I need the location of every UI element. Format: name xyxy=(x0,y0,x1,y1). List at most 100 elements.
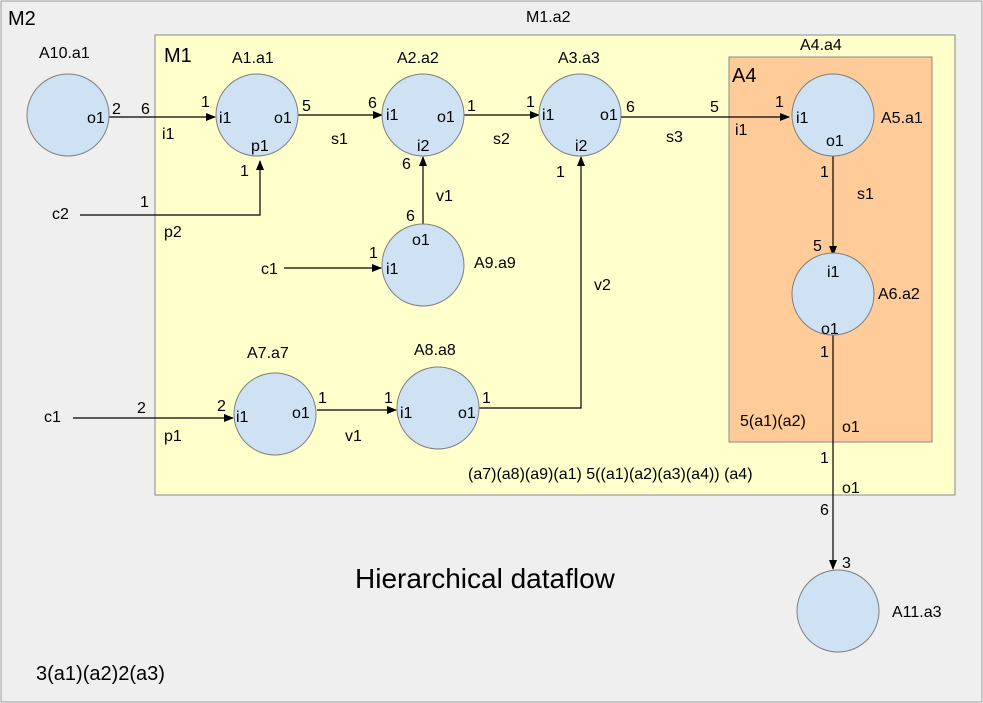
node-a6[interactable]: A6.a2 i1 o1 xyxy=(791,252,920,338)
edge-dst-rate: 5 xyxy=(710,99,719,116)
edge-src-rate: 2 xyxy=(137,400,146,417)
edge-port-label: o1 xyxy=(842,419,860,436)
port-o1: o1 xyxy=(826,133,844,150)
edge-src-label: c1 xyxy=(261,261,278,278)
a4-label: A4 xyxy=(732,65,756,87)
node-label: A5.a1 xyxy=(881,110,923,127)
m1-title: M1.a2 xyxy=(526,9,571,26)
node-label: A8.a8 xyxy=(414,342,456,359)
edge-a9-a2: 6 6 v1 xyxy=(402,156,453,225)
port-o1: o1 xyxy=(87,110,105,127)
edge-label: p1 xyxy=(164,428,182,445)
port-i2: i2 xyxy=(575,138,588,155)
node-label: A10.a1 xyxy=(39,45,90,62)
node-label: A2.a2 xyxy=(397,50,439,67)
node-label: A3.a3 xyxy=(558,50,600,67)
m1-label: M1 xyxy=(164,45,192,67)
edge-dst-rate: 6 xyxy=(402,156,411,173)
edge-dst-mult: 1 xyxy=(201,94,210,111)
edge-boundary-rate: 1 xyxy=(820,450,829,467)
edge-a1-a2: 5 6 s1 xyxy=(298,95,383,148)
edge-dst-mult: 1 xyxy=(775,94,784,111)
node-label: A6.a2 xyxy=(878,286,920,303)
edge-port-label-outer: o1 xyxy=(842,480,860,497)
edge-dst-rate: 1 xyxy=(369,245,378,262)
port-i1: i1 xyxy=(400,405,413,422)
edge-a8-a3: 1 1 v2 xyxy=(479,156,611,409)
port-o1: o1 xyxy=(458,405,476,422)
port-o1: o1 xyxy=(274,110,292,127)
edge-dst-rate: 1 xyxy=(384,390,393,407)
edge-src-rate: 1 xyxy=(820,344,829,361)
edge-port-label: i1 xyxy=(735,122,748,139)
edge-dst-mult: 3 xyxy=(842,555,851,572)
edge-dst-rate: 5 xyxy=(813,238,822,255)
node-label: A11.a3 xyxy=(892,604,942,621)
edge-a7-a8: 1 1 v1 xyxy=(317,390,397,445)
edge-label: i1 xyxy=(162,126,175,143)
m1-schedule: (a7)(a8)(a9)(a1) 5((a1)(a2)(a3)(a4)) (a4… xyxy=(468,466,753,483)
edge-label: v1 xyxy=(345,428,362,445)
port-i1: i1 xyxy=(219,110,232,127)
node-a5[interactable]: A5.a1 i1 o1 xyxy=(791,73,923,157)
edge-label: s1 xyxy=(331,131,348,148)
edge-a3-a5: 6 5 1 s3 i1 xyxy=(620,94,790,146)
node-a10[interactable]: A10.a1 o1 xyxy=(26,45,110,157)
edge-dst-rate: 1 xyxy=(240,163,249,180)
node-a8[interactable]: A8.a8 i1 o1 xyxy=(396,342,480,450)
port-p1: p1 xyxy=(251,138,269,155)
port-i1: i1 xyxy=(827,264,840,281)
node-a2[interactable]: A2.a2 i1 o1 i2 xyxy=(381,50,465,157)
edge-src-rate: 6 xyxy=(406,208,415,225)
edge-label: s1 xyxy=(857,186,874,203)
edge-dst-rate: 6 xyxy=(141,101,150,118)
edge-src-label: c1 xyxy=(44,409,61,426)
edge-c2-a1: c2 1 1 p2 xyxy=(52,160,264,241)
edge-dst-rate: 1 xyxy=(556,164,565,181)
a4-title: A4.a4 xyxy=(800,37,842,54)
node-a9[interactable]: A9.a9 o1 i1 xyxy=(381,223,516,307)
edge-dst-rate: 1 xyxy=(526,94,535,111)
port-i2: i2 xyxy=(417,138,430,155)
m2-schedule: 3(a1)(a2)2(a3) xyxy=(36,663,165,685)
edge-dst-rate: 2 xyxy=(217,398,226,415)
port-i1: i1 xyxy=(236,409,249,426)
edge-a10-a1: 2 6 1 i1 xyxy=(109,94,216,143)
node-a7[interactable]: A7.a7 i1 o1 xyxy=(233,345,317,456)
edge-dst-rate: 6 xyxy=(368,95,377,112)
edge-label: s3 xyxy=(666,129,683,146)
edge-src-rate: 1 xyxy=(318,390,327,407)
edge-src-rate: 6 xyxy=(626,99,635,116)
port-o1: o1 xyxy=(821,321,839,338)
edge-src-rate: 1 xyxy=(820,164,829,181)
edge-label: p2 xyxy=(164,224,182,241)
a4-schedule: 5(a1)(a2) xyxy=(740,413,806,430)
edge-label: v2 xyxy=(594,277,611,294)
port-i1: i1 xyxy=(796,110,809,127)
port-i1: i1 xyxy=(386,107,399,124)
port-i1: i1 xyxy=(542,107,555,124)
node-a1[interactable]: A1.a1 i1 o1 p1 xyxy=(215,50,299,157)
edge-src-rate: 2 xyxy=(112,101,121,118)
port-o1: o1 xyxy=(292,405,310,422)
edge-src-rate: 1 xyxy=(482,390,491,407)
port-i1: i1 xyxy=(386,261,399,278)
m2-label: M2 xyxy=(8,8,36,30)
node-a3[interactable]: A3.a3 i1 o1 i2 xyxy=(538,50,622,157)
port-o1: o1 xyxy=(600,107,618,124)
port-o1: o1 xyxy=(412,232,430,249)
edge-src-rate: 5 xyxy=(302,98,311,115)
node-label: A1.a1 xyxy=(232,50,274,67)
node-label: A9.a9 xyxy=(474,255,516,272)
main-title: Hierarchical dataflow xyxy=(355,563,616,594)
node-label: A7.a7 xyxy=(247,345,289,362)
edge-a5-a6: 1 5 s1 xyxy=(813,156,874,256)
node-a11[interactable]: A11.a3 xyxy=(796,569,942,653)
port-o1: o1 xyxy=(437,109,455,126)
edge-src-rate: 1 xyxy=(140,194,149,211)
edge-a6-a11: 1 o1 1 o1 6 3 xyxy=(820,334,860,572)
edge-c1-a7: c1 2 2 p1 xyxy=(44,398,234,445)
edge-c1-a9: c1 1 xyxy=(261,245,382,278)
edge-dst-rate: 6 xyxy=(820,502,829,519)
